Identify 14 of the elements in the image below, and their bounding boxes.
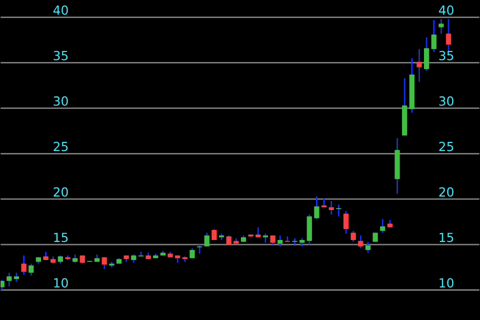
y2-tick-label: 20 <box>439 187 454 197</box>
y-tick-label: 15 <box>54 232 68 242</box>
y-tick-label: 25 <box>54 142 68 152</box>
y2-tick-label: 30 <box>439 96 454 106</box>
y-tick-label: 35 <box>54 50 68 60</box>
y2-tick-label: 35 <box>439 50 454 60</box>
y-tick-label: 30 <box>54 96 68 106</box>
y2-tick-label: 25 <box>439 142 454 152</box>
y2-tick-label: 10 <box>440 278 454 288</box>
y-tick-label: 40 <box>53 5 68 15</box>
y2-tick-label: 15 <box>440 232 454 242</box>
y-tick-label: 10 <box>54 278 68 288</box>
y-tick-label: 20 <box>54 187 68 197</box>
y2-tick-label: 40 <box>438 5 454 15</box>
